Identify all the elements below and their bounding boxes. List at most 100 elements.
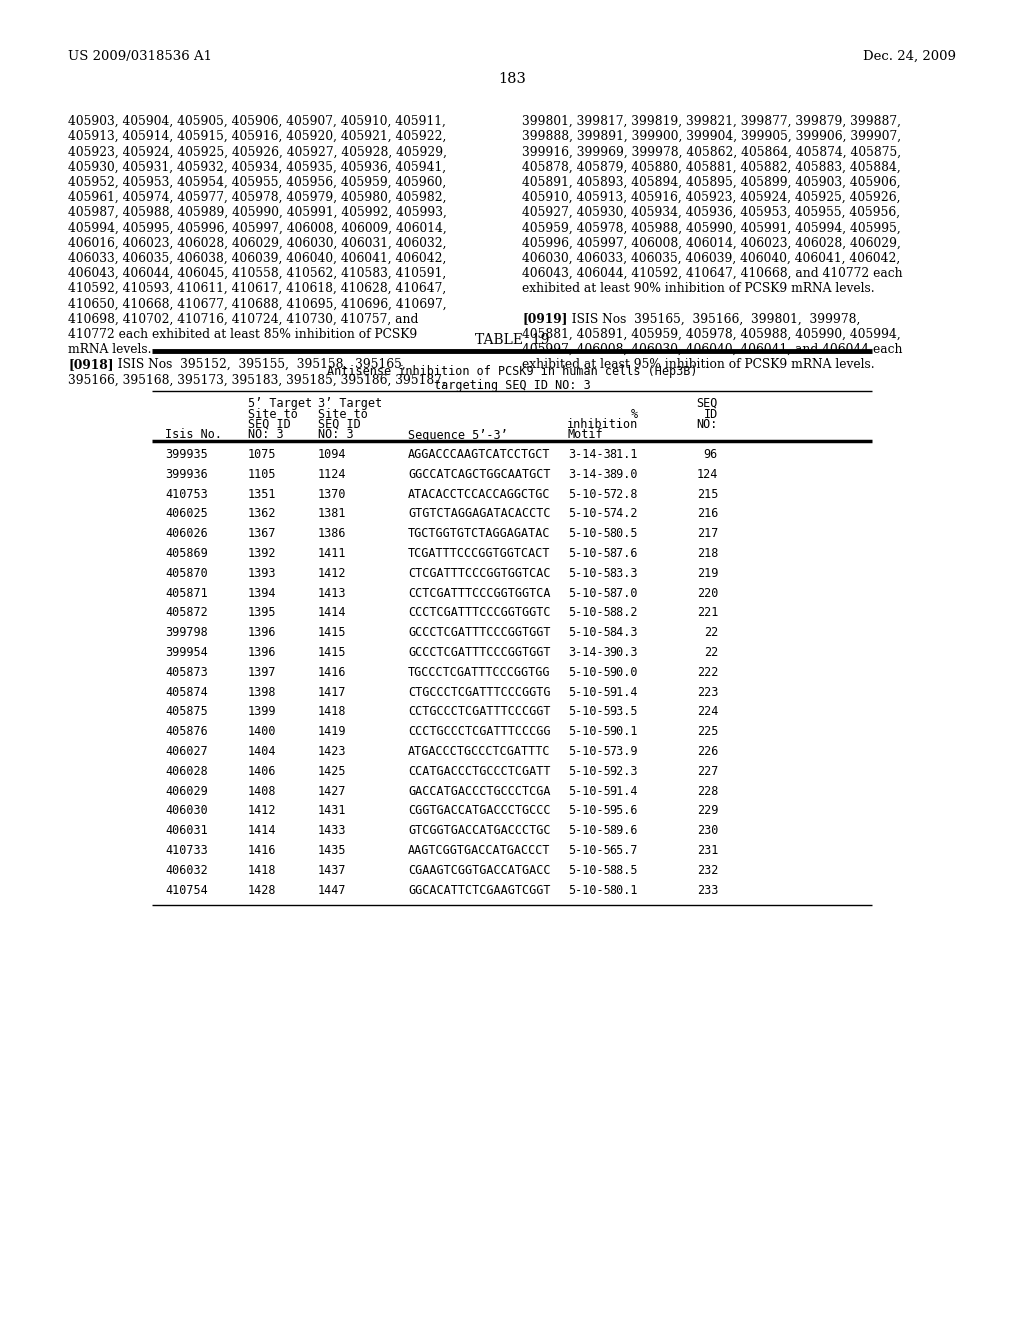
Text: 73.9: 73.9 [609, 744, 638, 758]
Text: 83.3: 83.3 [609, 566, 638, 579]
Text: 1392: 1392 [248, 546, 276, 560]
Text: GACCATGACCCTGCCCTCGA: GACCATGACCCTGCCCTCGA [408, 784, 551, 797]
Text: 90.3: 90.3 [609, 645, 638, 659]
Text: CCCTCGATTTCCCGGTGGTC: CCCTCGATTTCCCGGTGGTC [408, 606, 551, 619]
Text: 1427: 1427 [318, 784, 346, 797]
Text: targeting SEQ ID NO: 3: targeting SEQ ID NO: 3 [433, 379, 591, 392]
Text: 215: 215 [696, 487, 718, 500]
Text: 225: 225 [696, 725, 718, 738]
Text: 410650, 410668, 410677, 410688, 410695, 410696, 410697,: 410650, 410668, 410677, 410688, 410695, … [68, 297, 446, 310]
Text: 406043, 406044, 406045, 410558, 410562, 410583, 410591,: 406043, 406044, 406045, 410558, 410562, … [68, 267, 446, 280]
Text: CTGCCCTCGATTTCCCGGTG: CTGCCCTCGATTTCCCGGTG [408, 685, 551, 698]
Text: 1381: 1381 [318, 507, 346, 520]
Text: 1435: 1435 [318, 843, 346, 857]
Text: 88.5: 88.5 [609, 863, 638, 876]
Text: 222: 222 [696, 665, 718, 678]
Text: TGCTGGTGTCTAGGAGATAC: TGCTGGTGTCTAGGAGATAC [408, 527, 551, 540]
Text: 410753: 410753 [165, 487, 208, 500]
Text: 5-10-5: 5-10-5 [568, 507, 610, 520]
Text: 1399: 1399 [248, 705, 276, 718]
Text: 5-10-5: 5-10-5 [568, 527, 610, 540]
Text: 74.2: 74.2 [609, 507, 638, 520]
Text: 90.1: 90.1 [609, 725, 638, 738]
Text: GTCGGTGACCATGACCCTGC: GTCGGTGACCATGACCCTGC [408, 824, 551, 837]
Text: 405891, 405893, 405894, 405895, 405899, 405903, 405906,: 405891, 405893, 405894, 405895, 405899, … [522, 176, 901, 189]
Text: 1094: 1094 [318, 447, 346, 461]
Text: GCCCTCGATTTCCCGGTGGT: GCCCTCGATTTCCCGGTGGT [408, 626, 551, 639]
Text: 5-10-5: 5-10-5 [568, 804, 610, 817]
Text: GCCCTCGATTTCCCGGTGGT: GCCCTCGATTTCCCGGTGGT [408, 645, 551, 659]
Text: GGCCATCAGCTGGCAATGCT: GGCCATCAGCTGGCAATGCT [408, 467, 551, 480]
Text: 229: 229 [696, 804, 718, 817]
Text: 221: 221 [696, 606, 718, 619]
Text: 399798: 399798 [165, 626, 208, 639]
Text: 410592, 410593, 410611, 410617, 410618, 410628, 410647,: 410592, 410593, 410611, 410617, 410618, … [68, 282, 446, 296]
Text: 399936: 399936 [165, 467, 208, 480]
Text: 405878, 405879, 405880, 405881, 405882, 405883, 405884,: 405878, 405879, 405880, 405881, 405882, … [522, 161, 901, 174]
Text: NO: 3: NO: 3 [248, 429, 284, 441]
Text: 405994, 405995, 405996, 405997, 406008, 406009, 406014,: 405994, 405995, 405996, 405997, 406008, … [68, 222, 446, 235]
Text: 96: 96 [703, 447, 718, 461]
Text: 1418: 1418 [248, 863, 276, 876]
Text: 405871: 405871 [165, 586, 208, 599]
Text: 1415: 1415 [318, 626, 346, 639]
Text: 91.4: 91.4 [609, 784, 638, 797]
Text: 5-10-5: 5-10-5 [568, 824, 610, 837]
Text: 405927, 405930, 405934, 405936, 405953, 405955, 405956,: 405927, 405930, 405934, 405936, 405953, … [522, 206, 900, 219]
Text: 5-10-5: 5-10-5 [568, 725, 610, 738]
Text: 1433: 1433 [318, 824, 346, 837]
Text: SEQ ID: SEQ ID [318, 418, 360, 432]
Text: 89.0: 89.0 [609, 467, 638, 480]
Text: TGCCCTCGATTTCCCGGTGG: TGCCCTCGATTTCCCGGTGG [408, 665, 551, 678]
Text: 399888, 399891, 399900, 399904, 399905, 399906, 399907,: 399888, 399891, 399900, 399904, 399905, … [522, 131, 901, 143]
Text: 1417: 1417 [318, 685, 346, 698]
Text: Dec. 24, 2009: Dec. 24, 2009 [863, 50, 956, 63]
Text: 5-10-5: 5-10-5 [568, 744, 610, 758]
Text: 405996, 405997, 406008, 406014, 406023, 406028, 406029,: 405996, 405997, 406008, 406014, 406023, … [522, 236, 901, 249]
Text: 405903, 405904, 405905, 405906, 405907, 405910, 405911,: 405903, 405904, 405905, 405906, 405907, … [68, 115, 445, 128]
Text: 1370: 1370 [318, 487, 346, 500]
Text: 1075: 1075 [248, 447, 276, 461]
Text: Motif: Motif [568, 429, 603, 441]
Text: 88.2: 88.2 [609, 606, 638, 619]
Text: 1419: 1419 [318, 725, 346, 738]
Text: 5-10-5: 5-10-5 [568, 843, 610, 857]
Text: 1437: 1437 [318, 863, 346, 876]
Text: 1105: 1105 [248, 467, 276, 480]
Text: 406033, 406035, 406038, 406039, 406040, 406041, 406042,: 406033, 406035, 406038, 406039, 406040, … [68, 252, 446, 265]
Text: 65.7: 65.7 [609, 843, 638, 857]
Text: 1413: 1413 [318, 586, 346, 599]
Text: 1411: 1411 [318, 546, 346, 560]
Text: 405874: 405874 [165, 685, 208, 698]
Text: 5-10-5: 5-10-5 [568, 784, 610, 797]
Text: 1414: 1414 [318, 606, 346, 619]
Text: 5-10-5: 5-10-5 [568, 764, 610, 777]
Text: 84.3: 84.3 [609, 626, 638, 639]
Text: 1367: 1367 [248, 527, 276, 540]
Text: 1416: 1416 [318, 665, 346, 678]
Text: 1351: 1351 [248, 487, 276, 500]
Text: 399801, 399817, 399819, 399821, 399877, 399879, 399887,: 399801, 399817, 399819, 399821, 399877, … [522, 115, 901, 128]
Text: CCCTGCCCTCGATTTCCCGG: CCCTGCCCTCGATTTCCCGG [408, 725, 551, 738]
Text: ISIS Nos  395152,  395155,  395158,  395165,: ISIS Nos 395152, 395155, 395158, 395165, [110, 358, 406, 371]
Text: 1423: 1423 [318, 744, 346, 758]
Text: 405930, 405931, 405932, 405934, 405935, 405936, 405941,: 405930, 405931, 405932, 405934, 405935, … [68, 161, 446, 174]
Text: 405913, 405914, 405915, 405916, 405920, 405921, 405922,: 405913, 405914, 405915, 405916, 405920, … [68, 131, 446, 143]
Text: 22: 22 [703, 645, 718, 659]
Text: CGGTGACCATGACCCTGCCC: CGGTGACCATGACCCTGCCC [408, 804, 551, 817]
Text: 405987, 405988, 405989, 405990, 405991, 405992, 405993,: 405987, 405988, 405989, 405990, 405991, … [68, 206, 446, 219]
Text: GGCACATTCTCGAAGTCGGT: GGCACATTCTCGAAGTCGGT [408, 883, 551, 896]
Text: 226: 226 [696, 744, 718, 758]
Text: 1398: 1398 [248, 685, 276, 698]
Text: 405961, 405974, 405977, 405978, 405979, 405980, 405982,: 405961, 405974, 405977, 405978, 405979, … [68, 191, 446, 205]
Text: TABLE  19: TABLE 19 [475, 333, 549, 347]
Text: 406030, 406033, 406035, 406039, 406040, 406041, 406042,: 406030, 406033, 406035, 406039, 406040, … [522, 252, 900, 265]
Text: 399954: 399954 [165, 645, 208, 659]
Text: 223: 223 [696, 685, 718, 698]
Text: 1394: 1394 [248, 586, 276, 599]
Text: 219: 219 [696, 566, 718, 579]
Text: 216: 216 [696, 507, 718, 520]
Text: 1412: 1412 [248, 804, 276, 817]
Text: 1408: 1408 [248, 784, 276, 797]
Text: 1395: 1395 [248, 606, 276, 619]
